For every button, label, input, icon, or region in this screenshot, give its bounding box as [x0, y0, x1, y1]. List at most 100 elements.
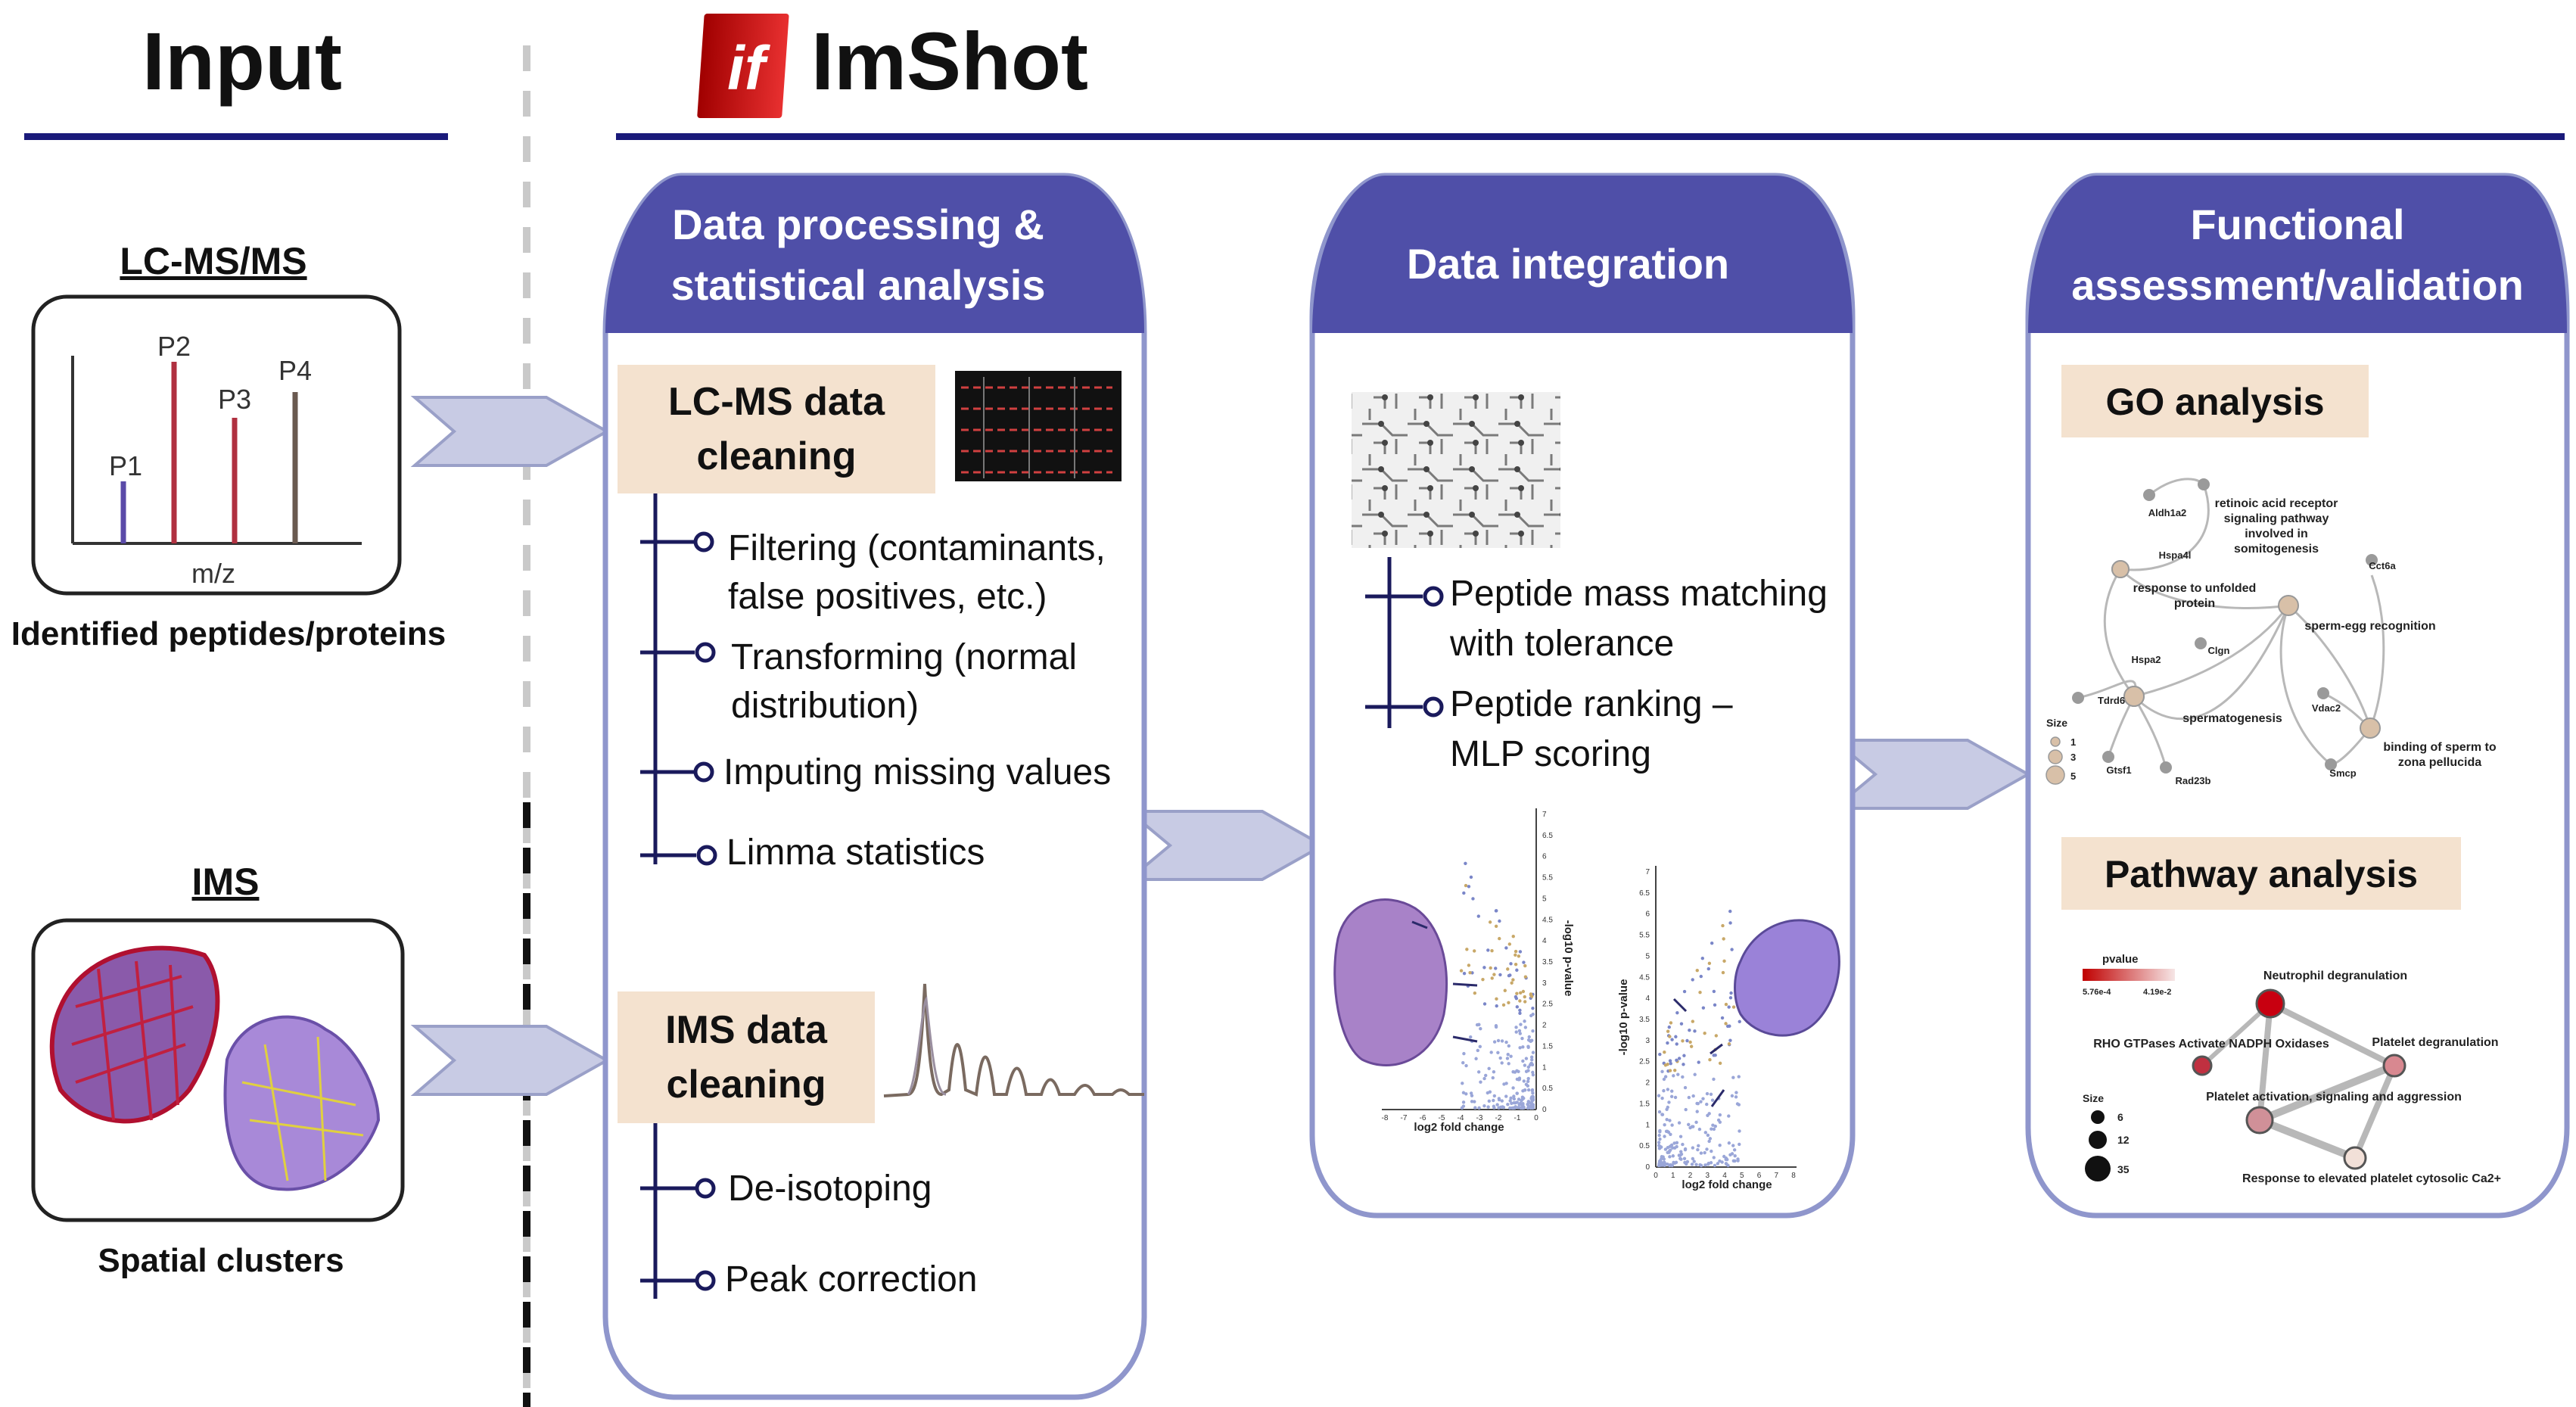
volcano-point: [1663, 1147, 1668, 1151]
volcano-point: [1714, 1034, 1719, 1038]
volcano-point: [1658, 1130, 1662, 1134]
volcano-point: [1505, 1057, 1510, 1060]
volcano-point: [1731, 1144, 1735, 1147]
arrow-ims-to-processing: [410, 1025, 611, 1096]
tissue-overlay-left: [1333, 898, 1448, 1066]
ims-spectrum-thumbnail: [883, 983, 1144, 1097]
volcano-point: [1495, 1103, 1499, 1107]
volcano-point: [1699, 974, 1703, 979]
gene-node-tdrd6: [2072, 692, 2084, 704]
volcano-point: [1694, 1163, 1698, 1166]
y-tick-label: 5: [1645, 952, 1650, 960]
volcano-point: [1479, 1026, 1482, 1031]
volcano-point: [1718, 1061, 1722, 1066]
volcano-point: [1682, 989, 1687, 994]
volcano-point: [1531, 1072, 1535, 1077]
volcano-point: [1685, 1162, 1688, 1166]
arrow-lcms-to-processing: [410, 396, 611, 467]
volcano-point: [1482, 1103, 1486, 1108]
volcano-point: [1510, 981, 1514, 985]
pathway-size-legend-35: 35: [2117, 1163, 2130, 1175]
volcano-point: [1476, 1048, 1479, 1053]
volcano-point: [1468, 970, 1472, 975]
go-term-1c: involved in: [2245, 528, 2308, 540]
input-header-line: [24, 133, 448, 140]
volcano-point: [1471, 897, 1475, 901]
volcano-point: [1521, 1059, 1525, 1063]
volcano-point: [1672, 1068, 1677, 1072]
volcano-point: [1495, 1004, 1498, 1008]
volcano-point: [1517, 1077, 1522, 1082]
volcano-point: [1735, 1102, 1740, 1106]
volcano-point: [1530, 1057, 1534, 1062]
volcano-point: [1728, 921, 1732, 925]
peak-p3-label: P3: [218, 384, 251, 415]
volcano-point: [1526, 1045, 1530, 1050]
lcms-input-caption: Identified peptides/proteins: [11, 615, 446, 652]
gene-label-hspa2: Hspa2: [2131, 654, 2161, 665]
go-term-5a: binding of sperm to: [2383, 741, 2497, 754]
integration-title: Data integration: [1407, 240, 1729, 288]
processing-title-line1: Data processing &: [672, 201, 1044, 248]
volcano-point: [1497, 1097, 1501, 1100]
volcano-point: [1727, 1005, 1731, 1009]
volcano-point: [1521, 1101, 1525, 1106]
volcano-point: [1461, 1061, 1465, 1065]
volcano-point: [1738, 1129, 1741, 1133]
volcano-point: [1689, 1044, 1694, 1048]
volcano-point: [1526, 1100, 1531, 1103]
volcano-point: [1460, 1106, 1464, 1110]
volcano-point: [1506, 967, 1510, 971]
volcano-point: [1688, 1125, 1692, 1130]
volcano-point: [1718, 1143, 1722, 1147]
volcano-point: [1737, 1075, 1741, 1079]
pathway-node-ca-response: [2343, 1146, 2367, 1170]
volcano-point: [1730, 1094, 1734, 1098]
volcano-point: [1684, 1107, 1688, 1112]
volcano-point: [1678, 1135, 1683, 1138]
arrow-processing-to-integration: [1125, 810, 1327, 881]
ims-tissue-images: [49, 945, 381, 1191]
volcano-point: [1490, 976, 1494, 980]
volcano-point: [1523, 995, 1526, 999]
pathway-analysis-badge: [2061, 837, 2461, 910]
volcano-point: [1469, 875, 1473, 879]
volcano-point: [1507, 942, 1512, 946]
volcano-point: [1662, 1157, 1666, 1161]
y-tick-label: 6: [1645, 911, 1650, 919]
volcano-point: [1470, 1100, 1474, 1103]
volcano-point: [1706, 1163, 1710, 1166]
pvalue-max-label: 4.19e-2: [2143, 988, 2171, 997]
volcano-point: [1526, 1084, 1530, 1088]
volcano-point: [1730, 1152, 1734, 1156]
volcano-point: [1671, 1146, 1675, 1150]
x-tick-label: -4: [1458, 1114, 1464, 1122]
volcano-point: [1476, 1070, 1481, 1074]
volcano-point: [1690, 1163, 1694, 1166]
volcano-point: [1669, 1163, 1672, 1167]
volcano-point: [1514, 949, 1518, 954]
gene-node-vdac2: [2317, 687, 2329, 699]
volcano-point: [1514, 1101, 1517, 1105]
x-tick-label: -5: [1439, 1114, 1445, 1122]
volcano-point: [1462, 891, 1466, 895]
volcano-point: [1716, 1118, 1721, 1122]
volcano-point: [1517, 954, 1521, 958]
volcano-point: [1464, 861, 1467, 866]
volcano-point: [1529, 1055, 1534, 1059]
volcano-point: [1461, 1100, 1466, 1104]
volcano-point: [1512, 1094, 1516, 1098]
pathway-label-platelet-activation: Platelet activation, signaling and aggre…: [2206, 1091, 2462, 1103]
volcano-point: [1482, 1002, 1487, 1006]
volcano-right-xlabel: log2 fold change: [1682, 1178, 1772, 1191]
y-tick-label: 1: [1542, 1063, 1547, 1072]
x-tick-label: 3: [1705, 1172, 1710, 1180]
ims-step-1: De-isotoping: [728, 1169, 932, 1209]
volcano-point: [1657, 1133, 1661, 1138]
gene-label-hspa4l: Hspa4l: [2159, 549, 2192, 561]
volcano-point: [1520, 1095, 1525, 1099]
ims-input-caption: Spatial clusters: [98, 1242, 344, 1279]
volcano-right-annotation-3: [1710, 1089, 1725, 1107]
volcano-point: [1663, 1075, 1668, 1079]
volcano-point: [1683, 1085, 1688, 1090]
